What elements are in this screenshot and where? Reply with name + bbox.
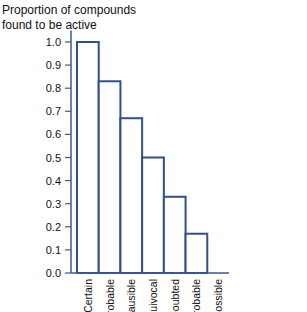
y-tick-label: 0.6 [46, 128, 61, 140]
y-tick [65, 64, 71, 65]
y-tick [65, 249, 71, 250]
y-tick-label: 0.2 [46, 221, 61, 233]
x-tick-label: Certain [82, 279, 94, 312]
x-tick-label: Improbable [190, 279, 202, 312]
x-tick-label: Plausible [125, 279, 137, 312]
x-tick-label: Impossible [212, 279, 224, 312]
bar [99, 81, 121, 273]
y-tick-label: 0.7 [46, 105, 61, 117]
bar [164, 197, 186, 273]
y-tick-label: 0.1 [46, 244, 61, 256]
x-tick-label: Equivocal [147, 279, 159, 312]
bar [120, 118, 142, 273]
y-tick [65, 157, 71, 158]
y-tick-label: 1.0 [46, 36, 61, 48]
x-axis [71, 272, 229, 274]
y-tick [65, 41, 71, 42]
x-tick-label: Doubted [169, 279, 181, 312]
y-tick-label: 0.0 [46, 267, 61, 279]
y-tick [65, 134, 71, 135]
y-tick [65, 226, 71, 227]
y-tick-label: 0.8 [46, 82, 61, 94]
chart: Proportion of compounds found to be acti… [0, 0, 307, 312]
y-tick-label: 0.3 [46, 198, 61, 210]
y-tick [65, 180, 71, 181]
plot: 0.0 0.1 0.2 0.3 0.4 0.5 0.6 0.7 0.8 0.9 1.0 Certain… [0, 0, 307, 312]
y-tick-label: 0.4 [46, 175, 61, 187]
y-tick [65, 111, 71, 112]
y-tick [65, 203, 71, 204]
bar [186, 234, 208, 273]
title: Proportion of compounds found to be acti… [2, 3, 162, 33]
bar [77, 42, 99, 273]
y-tick [65, 88, 71, 89]
y-tick-label: 0.5 [46, 152, 61, 164]
bar [142, 158, 164, 274]
x-tick-label: Probable [104, 279, 116, 312]
y-axis [70, 30, 72, 273]
y-tick [65, 272, 71, 273]
y-tick-label: 0.9 [46, 59, 61, 71]
